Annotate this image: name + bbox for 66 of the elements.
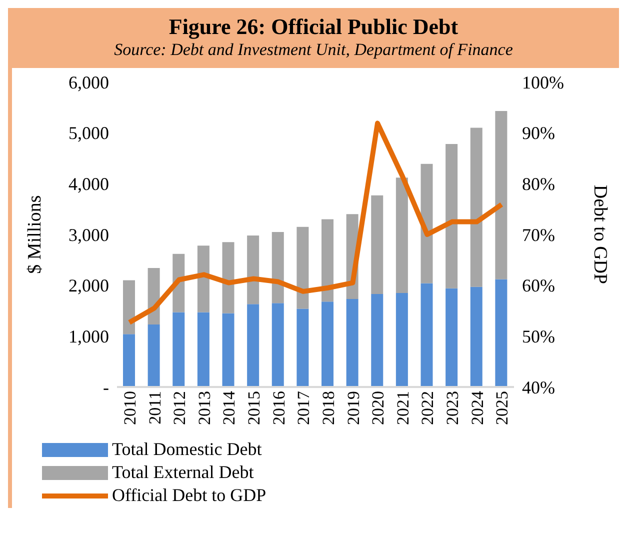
y-tick-label: 5,000 [68,123,109,144]
x-tick-label: 2012 [170,391,190,425]
y2-axis-title: Debt to GDP [589,184,610,284]
bar [322,219,334,302]
y2-tick-label: 50% [522,326,555,347]
y-tick-label: - [103,377,109,398]
y-tick-label: 2,000 [68,276,109,296]
y-tick-label: 6,000 [68,72,109,92]
y-tick-label: 4,000 [68,174,109,194]
bar [396,292,408,387]
y2-tick-label: 40% [522,377,555,398]
x-tick-label: 2010 [120,391,140,425]
x-tick-label: 2016 [269,391,288,425]
x-tick-label: 2021 [393,391,412,425]
x-tick-label: 2011 [145,391,164,424]
x-tick-label: 2013 [194,391,214,425]
bar [148,324,160,387]
legend-label: Total External Debt [112,462,254,483]
legend-label: Total Domestic Debt [112,439,262,460]
bar [222,242,234,314]
bar [123,280,135,334]
x-tick-label: 2014 [220,390,239,425]
x-tick-label: 2017 [294,390,314,425]
y2-tick-label: 90% [522,123,555,144]
bar [420,283,433,387]
bar [396,178,408,293]
bar [420,164,433,284]
y2-tick-label: 100% [522,72,564,92]
bar [197,312,210,387]
bar [495,110,508,280]
y-tick-label: 1,000 [68,326,109,347]
bar [346,299,358,387]
x-tick-label: 2015 [244,391,264,425]
bar [322,302,334,387]
bar [197,246,210,312]
x-tick-label: 2025 [492,391,512,425]
bar [495,279,508,387]
x-tick-label: 2018 [318,391,338,425]
bar [123,334,135,387]
bar [247,304,260,387]
y2-tick-label: 80% [522,174,555,194]
bar [371,294,384,387]
bar [272,303,284,387]
bar [446,144,458,288]
bar [222,313,234,387]
bar [247,236,260,304]
y2-tick-label: 70% [522,224,555,245]
x-tick-label: 2022 [418,391,438,425]
x-tick-label: 2023 [443,391,462,425]
y-axis-title: $ Millions [24,195,46,274]
chart-title: Figure 26: Official Public Debt [168,14,460,40]
chart-subtitle: Source: Debt and Investment Unit, Department of Finance [113,40,514,60]
y2-tick-label: 60% [522,276,555,296]
bar [470,286,482,387]
y-tick-label: 3,000 [68,224,109,245]
x-tick-label: 2020 [368,391,388,425]
bar [470,128,482,287]
bar [272,232,284,304]
legend-label: Official Debt to GDP [112,485,266,506]
bar [296,308,309,387]
bar [371,195,384,294]
bar [172,312,185,387]
bar [446,288,458,387]
x-tick-label: 2019 [344,391,363,425]
x-tick-label: 2024 [468,390,487,425]
bar [296,226,309,309]
